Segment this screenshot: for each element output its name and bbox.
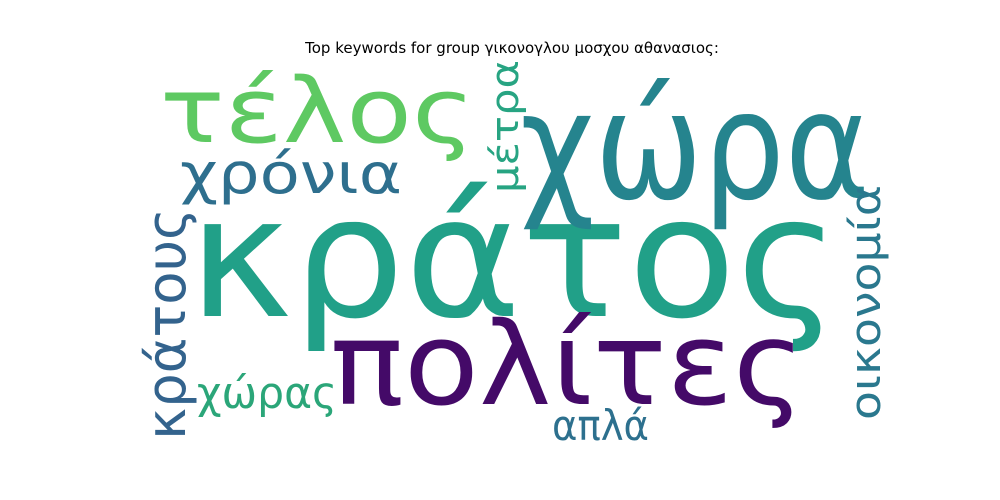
keywords-group: κράτος χώρα τέλος πολίτες χρόνια κράτους… [135, 59, 890, 450]
keyword-telos: τέλος [160, 59, 475, 164]
keyword-kratos: κράτος [188, 160, 840, 356]
keyword-polites: πολίτες [330, 298, 805, 432]
chart-title: Top keywords for group γικονογλου μοσχου… [304, 39, 719, 57]
keyword-metra: μέτρα [483, 60, 527, 193]
keyword-choras: χώρας [197, 368, 337, 419]
keyword-apla: απλά [552, 401, 649, 450]
keyword-chronia: χρόνια [180, 142, 402, 207]
keyword-chora: χώρα [520, 60, 870, 234]
keyword-oikonomia: οικονομία [841, 185, 890, 420]
keyword-kratous: κράτους [135, 208, 198, 440]
